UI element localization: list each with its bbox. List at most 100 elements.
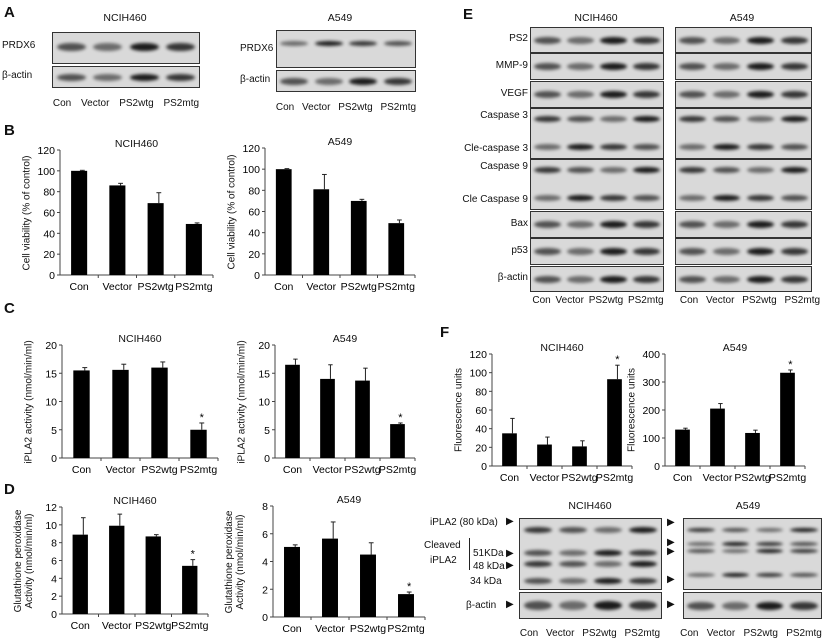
significance-marker: * xyxy=(191,549,196,561)
y-tick-label: 300 xyxy=(642,377,660,389)
blot-band xyxy=(523,577,552,584)
blot-band xyxy=(746,91,774,98)
y-tick-label: 20 xyxy=(45,340,57,352)
western-blot-band-row xyxy=(675,108,812,159)
y-tick-label: 2 xyxy=(262,584,268,596)
x-tick-label: PS2mtg xyxy=(769,472,807,484)
bar-chart-fluorescence-a549: 0 100 200 300 400 Con Vector PS2wtg * PS2mtg A549 F… xyxy=(627,342,807,484)
bar-chart-gpx-ncih460: 0 2 4 6 8 10 12 Con Vector PS2wtg * PS2mtg NCIH460 Gl… xyxy=(13,495,209,632)
blot-band xyxy=(721,601,750,610)
chart-svg: 0 2 4 6 8 10 12 Con Vector PS2wtg * PS2mtg xyxy=(45,502,208,632)
y-tick-label: 120 xyxy=(37,145,55,157)
row-label: Caspase 9 xyxy=(480,161,528,172)
blot-band xyxy=(534,248,561,255)
row-label: VEGF xyxy=(500,87,528,99)
blot-band xyxy=(600,115,627,122)
blot-band xyxy=(567,63,594,70)
western-blot-band-row xyxy=(675,159,812,210)
western-blot-band-row xyxy=(530,266,664,292)
western-blot-prdx6-ncih460 xyxy=(52,32,200,64)
blot-band xyxy=(633,221,660,228)
blot-band xyxy=(633,275,660,283)
y-tick-label: 60 xyxy=(43,208,55,220)
y-tick-label: 5 xyxy=(51,425,57,437)
chart-svg: 0 2 4 6 8 Con Vector PS2wtg * PS2mtg xyxy=(262,501,426,635)
row-label: Cle-caspase 3 xyxy=(464,143,528,154)
blot-band xyxy=(713,166,741,173)
western-blot-band-row xyxy=(530,159,664,210)
bar xyxy=(502,433,517,466)
blot-band xyxy=(534,91,561,98)
y-tick-label: 120 xyxy=(469,349,487,361)
x-tick-label: Con xyxy=(72,464,91,476)
blot-band xyxy=(633,144,660,151)
bar xyxy=(390,424,405,458)
blot-band xyxy=(721,548,750,553)
blot-band xyxy=(383,41,412,47)
lane-label: Vector xyxy=(546,628,575,639)
bar-chart-viability-ncih460: 0 20 40 60 80 100 120 Con Vector PS2wtg PS2mtg NCIH… xyxy=(22,138,214,293)
blot-band xyxy=(755,573,784,577)
x-tick-label: PS2wtg xyxy=(561,472,597,484)
x-tick-label: Vector xyxy=(315,623,345,635)
blot-band xyxy=(790,541,818,546)
blot-band xyxy=(523,526,552,533)
y-tick-label: 6 xyxy=(262,529,268,541)
lane-label: PS2wtg xyxy=(743,628,778,639)
blot-band xyxy=(166,42,196,51)
y-axis-label: Glutathione peroxidase Activity (nmol/mi… xyxy=(13,509,35,612)
significance-marker: * xyxy=(200,412,205,424)
western-blot-band-row xyxy=(675,53,812,80)
blot-band xyxy=(600,275,627,283)
y-tick-label: 0 xyxy=(49,270,55,282)
blot-band xyxy=(129,42,159,51)
bar xyxy=(147,203,164,275)
chart-title: NCIH460 xyxy=(118,333,162,345)
y-axis-label: Cell viability (% of control) xyxy=(226,153,238,270)
lane-label: Con xyxy=(680,628,699,639)
blot-band xyxy=(534,63,561,70)
y-tick-label: 80 xyxy=(43,187,55,199)
blot-band xyxy=(713,221,741,228)
x-tick-label: PS2wtg xyxy=(350,623,386,635)
x-tick-label: Vector xyxy=(313,464,343,476)
western-blot-ipla2-a549 xyxy=(683,518,822,590)
y-tick-label: 15 xyxy=(258,368,270,380)
y-tick-label: 0 xyxy=(254,270,260,282)
blot-band xyxy=(567,144,594,151)
blot-band xyxy=(594,549,623,556)
chart-title: A549 xyxy=(332,333,358,345)
bar xyxy=(322,538,338,617)
x-tick-label: PS2wtg xyxy=(734,472,770,484)
blot-band xyxy=(567,36,594,44)
row-label: Caspase 3 xyxy=(480,110,528,121)
lane-labels: Con Vector PS2wtg PS2mtg xyxy=(676,628,824,639)
bar xyxy=(388,223,405,275)
blot-band xyxy=(600,248,627,255)
blot-band xyxy=(780,36,808,44)
blot-band xyxy=(383,77,412,85)
western-blot-band-row xyxy=(675,211,812,238)
lane-label: PS2wtg xyxy=(588,295,624,306)
blot-band xyxy=(629,560,658,567)
bar xyxy=(284,546,300,617)
blot-band xyxy=(746,115,774,122)
x-tick-label: Vector xyxy=(106,464,136,476)
arrow-icon: ▶ xyxy=(506,599,514,610)
blot-band xyxy=(534,166,561,173)
blot-band xyxy=(594,526,623,533)
blot-band xyxy=(790,601,818,610)
row-label: Cle Caspase 9 xyxy=(462,194,528,205)
panel-label-e: E xyxy=(463,6,474,23)
panel-label-b: B xyxy=(4,122,15,139)
blot-band xyxy=(633,195,660,202)
bar-chart-fluorescence-ncih460: 0 20 40 60 80 100 120 Con Vector PS2wtg * PS2mtg NCI… xyxy=(454,342,634,484)
bar xyxy=(710,408,725,466)
x-tick-label: PS2mtg xyxy=(379,464,417,476)
blot-band xyxy=(746,166,774,173)
blot-band xyxy=(600,221,627,228)
y-tick-label: 60 xyxy=(475,405,487,417)
y-tick-label: 0 xyxy=(481,461,487,473)
blot-band xyxy=(679,115,707,122)
